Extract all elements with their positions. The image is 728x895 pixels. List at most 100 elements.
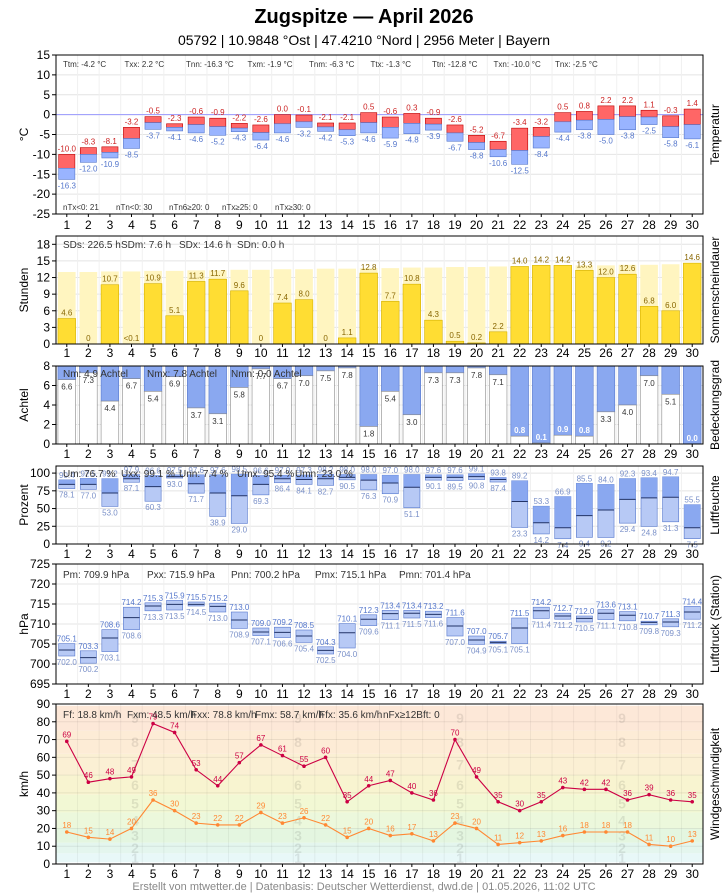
cloud-label: 3.1 xyxy=(212,417,224,426)
wind-gust-label: 74 xyxy=(170,721,179,730)
humidity-upper-bar xyxy=(317,474,334,479)
wind-gust-label: 47 xyxy=(386,769,395,778)
x-tick-label: 24 xyxy=(556,346,570,360)
x-tick-label: 28 xyxy=(642,867,656,881)
humidity-max-label: 97.0 xyxy=(275,466,291,475)
wind-mean-point xyxy=(690,839,695,843)
humidity-max-label: 89.2 xyxy=(512,472,528,481)
wind-mean-label: 15 xyxy=(84,826,93,835)
x-tick-label: 15 xyxy=(362,447,376,461)
pressure-min-label: 705.1 xyxy=(510,646,531,655)
page-title: Zugspitze — April 2026 xyxy=(254,6,474,28)
pressure-bar xyxy=(166,600,184,611)
y-tick-label: -25 xyxy=(33,207,51,221)
tmax-label: -2.1 xyxy=(340,113,354,122)
beaufort-label: 2 xyxy=(618,840,626,856)
beaufort-label: 5 xyxy=(456,796,464,812)
stat-label: Uxx: 99.1 % xyxy=(121,469,175,480)
x-tick-label: 8 xyxy=(214,447,221,461)
stat-label: Txm: -1.9 °C xyxy=(248,60,293,69)
wind-gust-point xyxy=(108,776,112,781)
x-tick-label: 6 xyxy=(171,547,178,561)
x-tick-label: 8 xyxy=(214,218,221,232)
wind-mean-point xyxy=(388,833,393,838)
pressure-min-label: 707.1 xyxy=(251,638,272,647)
x-tick-label: 10 xyxy=(254,218,268,232)
wind-mean-point xyxy=(108,837,112,841)
tmin-bar xyxy=(144,122,162,130)
stat-label: Ff: 18.8 km/h xyxy=(63,710,121,721)
wind-gust-point xyxy=(453,737,457,742)
humidity-max-label: 66.9 xyxy=(555,488,571,497)
x-tick-label: 30 xyxy=(686,346,700,360)
tmax-label: 2.2 xyxy=(622,96,634,105)
sunshine-bar xyxy=(402,283,421,345)
stat-label: Umn: 23.0 % xyxy=(295,469,353,480)
tmax-bar xyxy=(619,105,636,117)
tmin-bar xyxy=(575,119,593,131)
cloud-label: 3.3 xyxy=(600,415,612,424)
sunshine-label: 0 xyxy=(86,334,91,343)
pressure-max-label: 709.0 xyxy=(251,619,272,628)
tmin-label: -4.6 xyxy=(189,135,203,144)
x-tick-label: 14 xyxy=(340,687,354,701)
humidity-max-label: 93.8 xyxy=(490,468,506,477)
x-tick-label: 27 xyxy=(621,867,635,881)
sunshine-label: 4.3 xyxy=(428,310,440,319)
tmin-label: -4.2 xyxy=(319,133,333,142)
x-tick-label: 10 xyxy=(254,547,268,561)
x-tick-label: 2 xyxy=(85,687,92,701)
x-tick-label: 23 xyxy=(535,547,549,561)
humidity-min-label: 77.0 xyxy=(81,491,97,500)
sunshine-bar xyxy=(165,315,184,345)
tmax-label: -0.6 xyxy=(189,107,203,116)
y-tick-label: 60 xyxy=(37,750,51,764)
tmax-label: 0.0 xyxy=(277,105,289,114)
possible-sun-bar xyxy=(446,267,464,344)
cloud-label: 6.7 xyxy=(277,382,289,391)
x-tick-label: 1 xyxy=(63,218,70,232)
humidity-max-label: 97.5 xyxy=(167,466,183,475)
beaufort-label: 5 xyxy=(294,796,302,812)
beaufort-label: 9 xyxy=(131,710,139,726)
pressure-max-label: 712.7 xyxy=(553,604,574,613)
x-tick-label: 24 xyxy=(556,547,570,561)
tmax-label: -2.6 xyxy=(448,115,462,124)
beaufort-label: 6 xyxy=(294,777,302,793)
tmin-bar xyxy=(166,127,184,132)
plot-frame xyxy=(55,563,704,685)
cloud-label: 4.4 xyxy=(104,404,116,413)
x-tick-label: 6 xyxy=(171,346,178,360)
beaufort-label: 8 xyxy=(131,734,139,750)
tmin-bar xyxy=(381,127,399,139)
humidity-upper-bar xyxy=(360,474,377,481)
humidity-min-label: 93.0 xyxy=(167,480,183,489)
wind-gust-label: 43 xyxy=(558,777,567,786)
cloud-label: 7.1 xyxy=(493,378,505,387)
x-tick-label: 24 xyxy=(556,687,570,701)
x-tick-label: 13 xyxy=(319,346,333,360)
x-tick-label: 6 xyxy=(171,218,178,232)
cloud-label: 7.3 xyxy=(449,376,461,385)
tmin-bar xyxy=(446,132,464,142)
x-tick-label: 14 xyxy=(340,867,354,881)
tmin-bar xyxy=(209,126,227,136)
beaufort-band xyxy=(56,730,703,754)
pressure-min-label: 709.3 xyxy=(661,629,682,638)
pressure-min-label: 700.2 xyxy=(78,665,99,674)
y-tick-label: 30 xyxy=(37,804,51,818)
tmin-bar xyxy=(295,121,313,128)
wind-mean-label: 12 xyxy=(515,832,524,841)
humidity-upper-bar xyxy=(144,475,162,487)
x-tick-label: 12 xyxy=(297,218,311,232)
stat-label: Nmx: 7.8 Achtel xyxy=(147,369,217,380)
pressure-max-label: 713.0 xyxy=(229,603,250,612)
pressure-max-label: 715.2 xyxy=(208,594,229,603)
wind-mean-point xyxy=(474,826,479,831)
humidity-upper-bar xyxy=(166,474,183,477)
tmax-bar xyxy=(425,117,442,125)
pressure-bar xyxy=(338,623,356,649)
x-tick-label: 16 xyxy=(384,867,398,881)
x-tick-label: 18 xyxy=(427,218,441,232)
pressure-bar xyxy=(532,606,550,619)
